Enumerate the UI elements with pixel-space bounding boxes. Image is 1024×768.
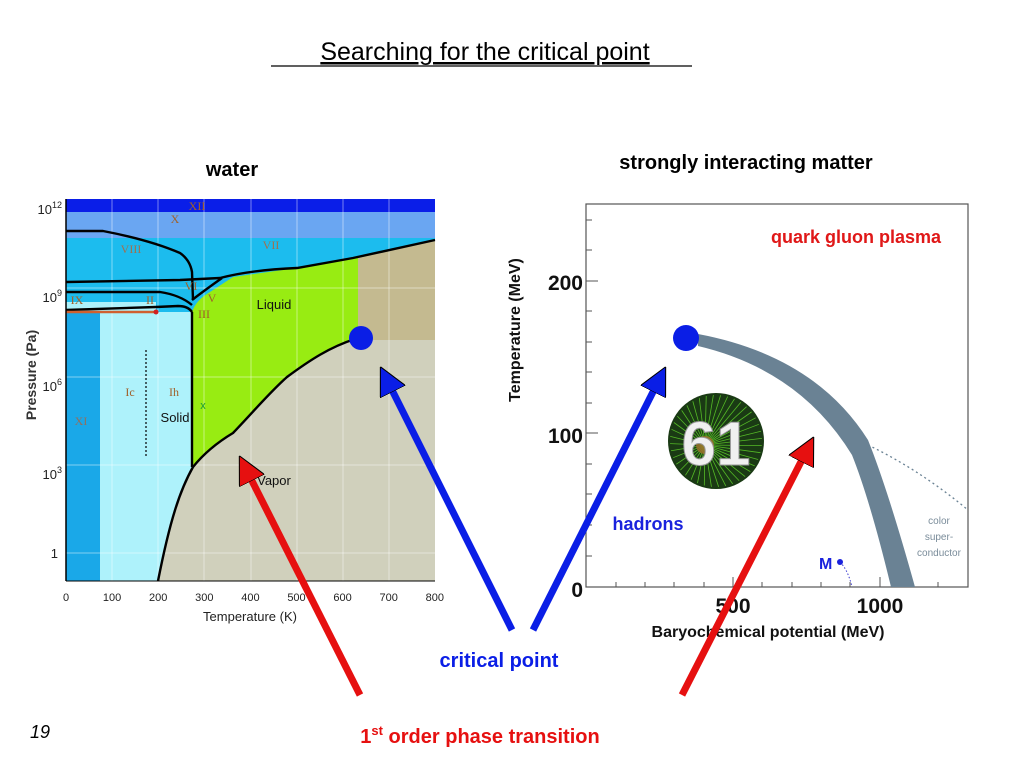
- y-tick-200: 200: [548, 272, 583, 295]
- badge-text: 61: [682, 410, 751, 479]
- x-tick-700: 700: [380, 592, 398, 604]
- label-ih: Ih: [169, 385, 179, 399]
- qcd-critical-point-marker: [673, 325, 699, 351]
- label-xi: XI: [75, 414, 88, 428]
- label-x-marker: x: [200, 400, 206, 412]
- y-tick-0: 0: [571, 579, 583, 602]
- water-x-axis-label: Temperature (K): [203, 609, 297, 624]
- label-ic: Ic: [125, 385, 134, 399]
- label-ii: II: [146, 293, 154, 307]
- region-vapor: [158, 340, 435, 581]
- x-tick-0: 0: [63, 592, 69, 604]
- x-tick-600: 600: [333, 592, 351, 604]
- y-tick-1e9: 109: [43, 288, 62, 305]
- qgp-label: quark gluon plasma: [771, 227, 942, 247]
- label-viii: VIII: [121, 242, 142, 256]
- region-ice-ix: [66, 302, 156, 312]
- csc-label-line2: super-: [925, 532, 953, 543]
- qcd-heading: strongly interacting matter: [619, 152, 873, 174]
- water-critical-point-marker: [349, 326, 373, 350]
- arrow-transition-qcd: [678, 448, 808, 697]
- water-y-axis-label: Pressure (Pa): [23, 330, 39, 420]
- x-tick-100: 100: [103, 592, 121, 604]
- label-iii: III: [198, 307, 210, 321]
- slide-title: Searching for the critical point: [320, 38, 649, 66]
- phase-transition-label: 1st order phase transition: [360, 723, 599, 748]
- x-tick-1000: 1000: [857, 595, 904, 618]
- y-tick-1: 1: [51, 546, 58, 561]
- region-supercritical: [358, 240, 435, 340]
- label-vapor: Vapor: [257, 473, 291, 488]
- crossover-band: [698, 334, 915, 587]
- x-tick-400: 400: [241, 592, 259, 604]
- csc-boundary: [867, 444, 969, 511]
- y-tick-1e12: 1012: [38, 200, 62, 217]
- hadrons-label: hadrons: [612, 514, 683, 534]
- label-vi: VI: [185, 279, 198, 293]
- arrow-critical-point-qcd: [529, 378, 660, 632]
- qcd-phase-diagram: M quark gluon plasma hadrons color super…: [507, 203, 969, 641]
- label-ix: IX: [71, 293, 84, 307]
- label-v: V: [208, 291, 217, 305]
- x-tick-300: 300: [195, 592, 213, 604]
- label-x: X: [171, 212, 180, 226]
- m-label: M: [819, 556, 832, 573]
- x-tick-500: 500: [287, 592, 305, 604]
- qcd-y-axis-label: Temperature (MeV): [507, 258, 524, 402]
- x-tick-200: 200: [149, 592, 167, 604]
- region-ice-x: [66, 212, 435, 238]
- y-tick-100: 100: [548, 425, 583, 448]
- page-number: 19: [30, 722, 50, 742]
- critical-point-label: critical point: [440, 650, 559, 672]
- csc-label-line3: conductor: [917, 548, 962, 559]
- y-tick-1e3: 103: [43, 465, 62, 482]
- arrow-critical-point-water: [386, 378, 516, 632]
- region-ice-xii: [66, 199, 435, 212]
- label-liquid: Liquid: [257, 297, 292, 312]
- region-ice-xi: [66, 312, 100, 581]
- badge-61-image: 61: [668, 393, 764, 489]
- water-phase-diagram: XII X VIII VII VI V III IX II Ic Ih XI S…: [23, 199, 444, 624]
- arrow-transition-water: [245, 467, 364, 697]
- qcd-x-axis-label: Baryochemical potential (MeV): [652, 624, 885, 641]
- water-heading: water: [205, 159, 258, 181]
- label-vii: VII: [263, 238, 280, 252]
- csc-label-line1: color: [928, 516, 950, 527]
- x-tick-800: 800: [426, 592, 444, 604]
- y-tick-1e6: 106: [43, 377, 62, 394]
- label-xii: XII: [189, 199, 206, 213]
- label-solid: Solid: [161, 410, 190, 425]
